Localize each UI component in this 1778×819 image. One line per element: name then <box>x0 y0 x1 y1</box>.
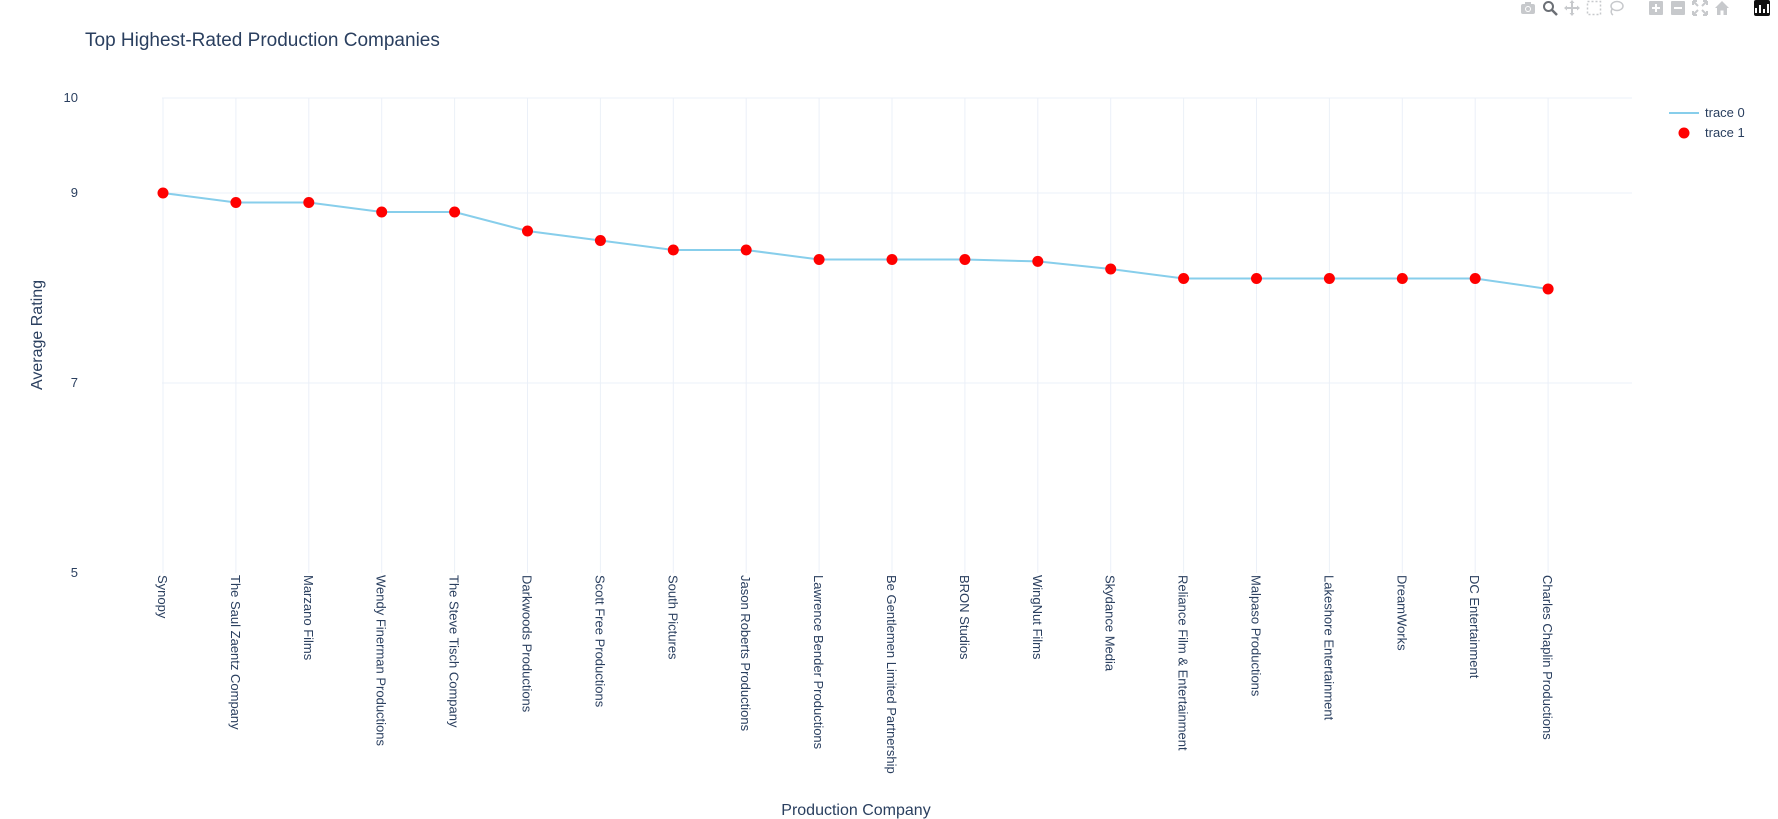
x-tick-label: The Steve Tisch Company <box>447 575 462 728</box>
lasso-icon[interactable] <box>1608 0 1624 16</box>
x-tick-label: Reliance Film & Entertainment <box>1176 575 1191 751</box>
x-tick-label: Skydance Media <box>1103 575 1118 672</box>
data-point-trace-1 <box>1396 273 1408 284</box>
x-tick-labels: Synopy The Saul Zaentz Company Marzano Fil… <box>155 575 1555 774</box>
x-tick-label: Synopy <box>155 575 170 619</box>
zoom-out-icon[interactable] <box>1670 0 1686 16</box>
legend-label-trace-1: trace 1 <box>1705 125 1745 140</box>
x-tick-label: Be Gentlemen Limited Partnership <box>884 575 899 774</box>
legend-item-trace-0[interactable]: trace 0 <box>1669 105 1745 120</box>
data-point-trace-1 <box>667 244 679 256</box>
x-tick-label: BRON Studios <box>957 575 972 660</box>
data-point-trace-1 <box>1032 255 1044 267</box>
zoom-icon[interactable] <box>1542 0 1558 16</box>
y-tick-label: 5 <box>71 565 78 580</box>
x-tick-label: Jason Roberts Productions <box>738 575 753 732</box>
y-tick-label: 7 <box>71 375 78 390</box>
x-tick-label: Marzano Films <box>301 575 316 661</box>
x-tick-label: Malpaso Productions <box>1249 575 1264 697</box>
series-line-trace-0 <box>162 192 1549 290</box>
data-point-trace-1 <box>813 254 825 265</box>
x-tick-label: Wendy Finerman Productions <box>374 575 389 747</box>
modebar <box>1520 0 1770 16</box>
x-axis-title: Production Company <box>781 802 930 819</box>
legend-item-trace-1[interactable]: trace 1 <box>1678 125 1745 140</box>
data-point-trace-1 <box>1323 273 1335 284</box>
y-tick-labels: 5 7 9 10 <box>64 90 78 580</box>
y-axis-title: Average Rating <box>29 280 46 390</box>
x-tick-label: Lakeshore Entertainment <box>1321 575 1336 721</box>
data-point-trace-1 <box>303 197 315 208</box>
autoscale-icon[interactable] <box>1692 0 1708 16</box>
x-tick-label: South Pictures <box>665 575 680 660</box>
x-tick-label: WingNut Films <box>1030 575 1045 660</box>
data-point-trace-1 <box>594 235 606 246</box>
x-gridlines <box>162 98 1549 573</box>
data-point-trace-1 <box>1105 263 1117 275</box>
data-point-trace-1 <box>1542 283 1554 295</box>
y-tick-label: 10 <box>64 90 78 105</box>
legend: trace 0 trace 1 <box>1669 105 1745 140</box>
data-point-trace-1 <box>157 187 169 199</box>
data-point-trace-1 <box>230 197 242 208</box>
x-tick-label: Charles Chaplin Productions <box>1540 575 1555 740</box>
plot-series <box>157 187 1554 295</box>
data-point-trace-1 <box>959 254 971 265</box>
x-tick-label: Darkwoods Productions <box>520 575 535 713</box>
x-tick-label: DC Entertainment <box>1467 575 1482 679</box>
plotly-logo-icon[interactable] <box>1754 0 1770 16</box>
x-tick-label: DreamWorks <box>1394 575 1409 651</box>
data-point-trace-1 <box>1469 273 1481 284</box>
y-tick-label: 9 <box>71 185 78 200</box>
data-point-trace-1 <box>522 225 533 237</box>
x-tick-label: The Saul Zaentz Company <box>228 575 243 730</box>
x-tick-label: Lawrence Bender Productions <box>811 575 826 750</box>
data-point-trace-1 <box>740 244 752 256</box>
x-tick-label: Scott Free Productions <box>592 575 607 708</box>
data-point-trace-1 <box>449 206 461 218</box>
pan-icon[interactable] <box>1564 0 1580 16</box>
legend-label-trace-0: trace 0 <box>1705 105 1745 120</box>
box-select-icon[interactable] <box>1586 0 1602 16</box>
chart-title: Top Highest-Rated Production Companies <box>85 30 440 51</box>
reset-axes-icon[interactable] <box>1714 0 1730 16</box>
y-gridlines <box>162 97 1632 384</box>
zoom-in-icon[interactable] <box>1648 0 1664 16</box>
legend-marker-swatch <box>1678 127 1690 139</box>
data-point-trace-1 <box>1178 273 1190 284</box>
data-point-trace-1 <box>886 254 898 265</box>
data-point-trace-1 <box>376 206 388 218</box>
camera-icon[interactable] <box>1520 0 1536 16</box>
data-point-trace-1 <box>1251 273 1262 284</box>
